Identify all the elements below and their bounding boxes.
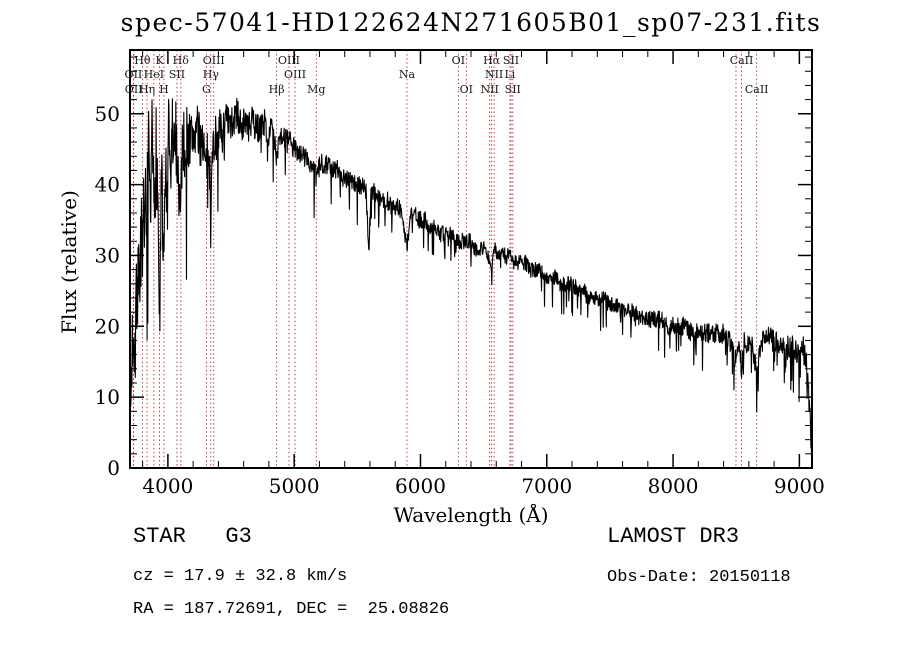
- x-tick-label: 6000: [395, 474, 446, 498]
- line-label: SII: [169, 68, 185, 81]
- line-label: Mg: [307, 83, 325, 96]
- y-tick-label: 30: [95, 243, 120, 267]
- line-label: Na: [399, 68, 416, 81]
- ra-dec-value: RA = 187.72691, DEC = 25.08826: [133, 600, 450, 619]
- classification-label: STAR G3: [133, 524, 252, 549]
- x-tick-label: 8000: [648, 474, 699, 498]
- y-axis-label: Flux (relative): [57, 190, 81, 334]
- line-label: Hδ: [173, 54, 190, 67]
- line-label: Li: [504, 68, 515, 81]
- line-label: OIII: [284, 68, 306, 81]
- y-tick-label: 10: [95, 385, 120, 409]
- line-label: Hη: [139, 83, 155, 96]
- line-label: Hθ: [134, 54, 151, 67]
- x-tick-label: 7000: [521, 474, 572, 498]
- y-tick-label: 40: [95, 173, 120, 197]
- line-label: OII: [125, 83, 143, 96]
- line-label: OII: [125, 68, 143, 81]
- x-tick-label: 5000: [269, 474, 320, 498]
- x-tick-label: 9000: [774, 474, 825, 498]
- line-label: Hγ: [203, 68, 220, 81]
- line-label: OI: [460, 83, 473, 96]
- line-label: CaII: [745, 83, 769, 96]
- spectrum-trace: [129, 97, 813, 467]
- line-label: NII: [481, 83, 499, 96]
- y-tick-label: 0: [107, 456, 120, 480]
- line-label: CaII: [730, 54, 754, 67]
- line-label: OIII: [203, 54, 225, 67]
- x-tick-label: 4000: [142, 474, 193, 498]
- line-label: HeI: [144, 68, 164, 81]
- line-label: OI: [452, 54, 465, 67]
- axis-ticks: [130, 50, 812, 469]
- cz-value: cz = 17.9 ± 32.8 km/s: [133, 567, 348, 586]
- line-label: SII: [505, 83, 521, 96]
- y-tick-label: 50: [95, 102, 120, 126]
- chart-title: spec-57041-HD122624N271605B01_sp07-231.f…: [121, 8, 822, 37]
- line-label: NII: [485, 68, 503, 81]
- line-label: OIII: [278, 54, 300, 67]
- y-tick-label: 20: [95, 314, 120, 338]
- line-label: K: [155, 54, 164, 67]
- line-label: Hβ: [269, 83, 285, 96]
- survey-label: LAMOST DR3: [607, 524, 740, 549]
- line-label: Hα: [483, 54, 501, 67]
- line-label: H: [159, 83, 169, 96]
- obs-date-value: Obs-Date: 20150118: [607, 568, 791, 587]
- line-label: SII: [503, 54, 519, 67]
- line-label: G: [202, 83, 211, 96]
- x-axis-label: Wavelength (Å): [393, 502, 548, 527]
- axis-tick-labels: 4000 5000 6000 7000 8000 9000 0 10 20 30 40 50: [95, 102, 825, 498]
